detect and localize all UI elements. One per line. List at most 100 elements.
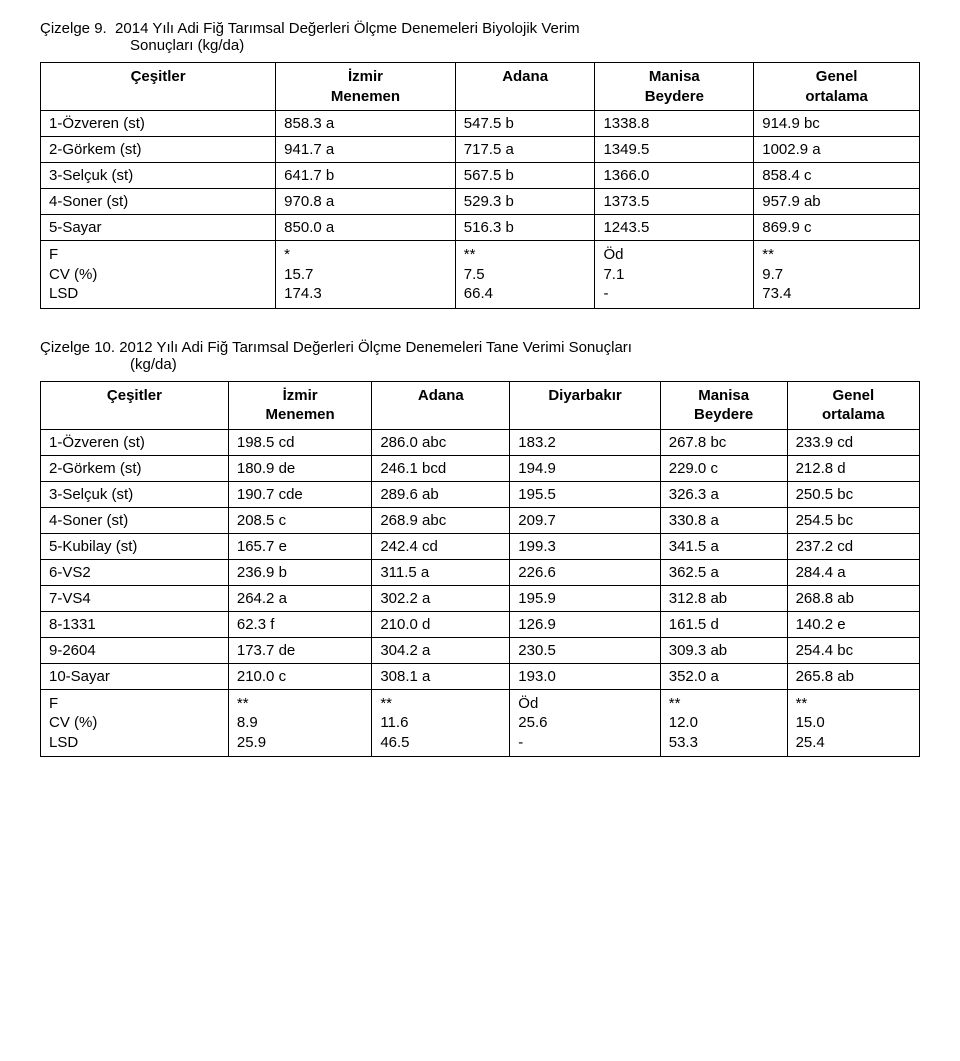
table10-cell: 226.6 — [510, 559, 660, 585]
table9-cell: ** 7.5 66.4 — [455, 241, 595, 309]
table10-cell: 289.6 ab — [372, 481, 510, 507]
table10-cell: 242.4 cd — [372, 533, 510, 559]
table10-cell: 246.1 bcd — [372, 455, 510, 481]
table9-cell: 941.7 a — [276, 137, 456, 163]
table10-h0: Çeşitler — [41, 381, 229, 429]
table10-h2: Adana — [372, 381, 510, 429]
table9-h4: Genel ortalama — [754, 63, 920, 111]
table10-cell: 8-1331 — [41, 611, 229, 637]
table10-cell: 212.8 d — [787, 455, 919, 481]
table9-caption: Çizelge 9. 2014 Yılı Adi Fiğ Tarımsal De… — [40, 20, 920, 54]
table10-cell: 237.2 cd — [787, 533, 919, 559]
table10-cell: 183.2 — [510, 429, 660, 455]
table10-cell: 312.8 ab — [660, 585, 787, 611]
table10-row: F CV (%) LSD** 8.9 25.9** 11.6 46.5Öd 25… — [41, 689, 920, 757]
table9-cell: 1-Özveren (st) — [41, 111, 276, 137]
table10-cell: 309.3 ab — [660, 637, 787, 663]
table9-cell: ** 9.7 73.4 — [754, 241, 920, 309]
table9-cell: 3-Selçuk (st) — [41, 163, 276, 189]
table10-row: 9-2604173.7 de304.2 a230.5309.3 ab254.4 … — [41, 637, 920, 663]
table10-cell: 4-Soner (st) — [41, 507, 229, 533]
table10-cell: 250.5 bc — [787, 481, 919, 507]
table10-cell: ** 12.0 53.3 — [660, 689, 787, 757]
table10-row: 6-VS2236.9 b311.5 a226.6362.5 a284.4 a — [41, 559, 920, 585]
table10-cell: 126.9 — [510, 611, 660, 637]
table10-h1: İzmir Menemen — [228, 381, 371, 429]
table10-row: 8-133162.3 f210.0 d126.9161.5 d140.2 e — [41, 611, 920, 637]
table10-header-row: Çeşitler İzmir Menemen Adana Diyarbakır … — [41, 381, 920, 429]
table10-cell: 302.2 a — [372, 585, 510, 611]
table10-caption-label: Çizelge 10. — [40, 339, 115, 356]
table10-cell: 3-Selçuk (st) — [41, 481, 229, 507]
table9-h2: Adana — [455, 63, 595, 111]
table10-cell: 7-VS4 — [41, 585, 229, 611]
table10-cell: Öd 25.6 - — [510, 689, 660, 757]
table10-cell: 161.5 d — [660, 611, 787, 637]
table10-cell: 193.0 — [510, 663, 660, 689]
table9-h0: Çeşitler — [41, 63, 276, 111]
table9-cell: 717.5 a — [455, 137, 595, 163]
table10-cell: 209.7 — [510, 507, 660, 533]
table10-cell: 195.9 — [510, 585, 660, 611]
table10-caption-text2: (kg/da) — [130, 356, 920, 373]
table9-cell: 1366.0 — [595, 163, 754, 189]
table10-cell: 330.8 a — [660, 507, 787, 533]
table10-cell: 199.3 — [510, 533, 660, 559]
table9-caption-text2: Sonuçları (kg/da) — [130, 37, 920, 54]
table10-cell: F CV (%) LSD — [41, 689, 229, 757]
table9-cell: 2-Görkem (st) — [41, 137, 276, 163]
table9-cell: Öd 7.1 - — [595, 241, 754, 309]
table10-cell: 284.4 a — [787, 559, 919, 585]
table10-caption: Çizelge 10. 2012 Yılı Adi Fiğ Tarımsal D… — [40, 339, 920, 373]
table10-cell: 210.0 c — [228, 663, 371, 689]
table10-cell: 352.0 a — [660, 663, 787, 689]
table10-cell: 194.9 — [510, 455, 660, 481]
table9-cell: 516.3 b — [455, 215, 595, 241]
table9-cell: 4-Soner (st) — [41, 189, 276, 215]
table10-cell: 2-Görkem (st) — [41, 455, 229, 481]
table10-row: 2-Görkem (st)180.9 de246.1 bcd194.9229.0… — [41, 455, 920, 481]
table9-row: F CV (%) LSD* 15.7 174.3** 7.5 66.4Öd 7.… — [41, 241, 920, 309]
table9-h3: Manisa Beydere — [595, 63, 754, 111]
table9-header-row: Çeşitler İzmir Menemen Adana Manisa Beyd… — [41, 63, 920, 111]
table10-cell: 265.8 ab — [787, 663, 919, 689]
table10-row: 3-Selçuk (st)190.7 cde289.6 ab195.5326.3… — [41, 481, 920, 507]
table9-caption-label: Çizelge 9. — [40, 20, 107, 37]
table10-caption-text1: 2012 Yılı Adi Fiğ Tarımsal Değerleri Ölç… — [119, 339, 632, 356]
table10-cell: ** 15.0 25.4 — [787, 689, 919, 757]
table9-row: 4-Soner (st)970.8 a529.3 b1373.5957.9 ab — [41, 189, 920, 215]
table10-cell: 210.0 d — [372, 611, 510, 637]
table10-cell: 229.0 c — [660, 455, 787, 481]
table9-row: 3-Selçuk (st)641.7 b567.5 b1366.0858.4 c — [41, 163, 920, 189]
table9-cell: 1243.5 — [595, 215, 754, 241]
table10-cell: 267.8 bc — [660, 429, 787, 455]
table10-cell: 311.5 a — [372, 559, 510, 585]
table9-cell: F CV (%) LSD — [41, 241, 276, 309]
table10-cell: 190.7 cde — [228, 481, 371, 507]
table10-cell: 268.9 abc — [372, 507, 510, 533]
table10-cell: 362.5 a — [660, 559, 787, 585]
table10-cell: 341.5 a — [660, 533, 787, 559]
table10-cell: 195.5 — [510, 481, 660, 507]
table10-row: 1-Özveren (st)198.5 cd286.0 abc183.2267.… — [41, 429, 920, 455]
table10-cell: 10-Sayar — [41, 663, 229, 689]
table10-cell: 233.9 cd — [787, 429, 919, 455]
table10-h4: Manisa Beydere — [660, 381, 787, 429]
table10-h3: Diyarbakır — [510, 381, 660, 429]
table9-cell: 1002.9 a — [754, 137, 920, 163]
table10-cell: 236.9 b — [228, 559, 371, 585]
table10-cell: 254.5 bc — [787, 507, 919, 533]
table9: Çeşitler İzmir Menemen Adana Manisa Beyd… — [40, 62, 920, 309]
table9-cell: 858.4 c — [754, 163, 920, 189]
table10-row: 5-Kubilay (st)165.7 e242.4 cd199.3341.5 … — [41, 533, 920, 559]
table10-cell: 62.3 f — [228, 611, 371, 637]
table9-cell: 567.5 b — [455, 163, 595, 189]
table9-row: 2-Görkem (st)941.7 a717.5 a1349.51002.9 … — [41, 137, 920, 163]
table9-h1: İzmir Menemen — [276, 63, 456, 111]
table9-cell: 970.8 a — [276, 189, 456, 215]
table9-cell: 529.3 b — [455, 189, 595, 215]
table9-cell: 957.9 ab — [754, 189, 920, 215]
table9-caption-text1: 2014 Yılı Adi Fiğ Tarımsal Değerleri Ölç… — [115, 20, 580, 37]
table10-cell: 326.3 a — [660, 481, 787, 507]
table9-cell: * 15.7 174.3 — [276, 241, 456, 309]
